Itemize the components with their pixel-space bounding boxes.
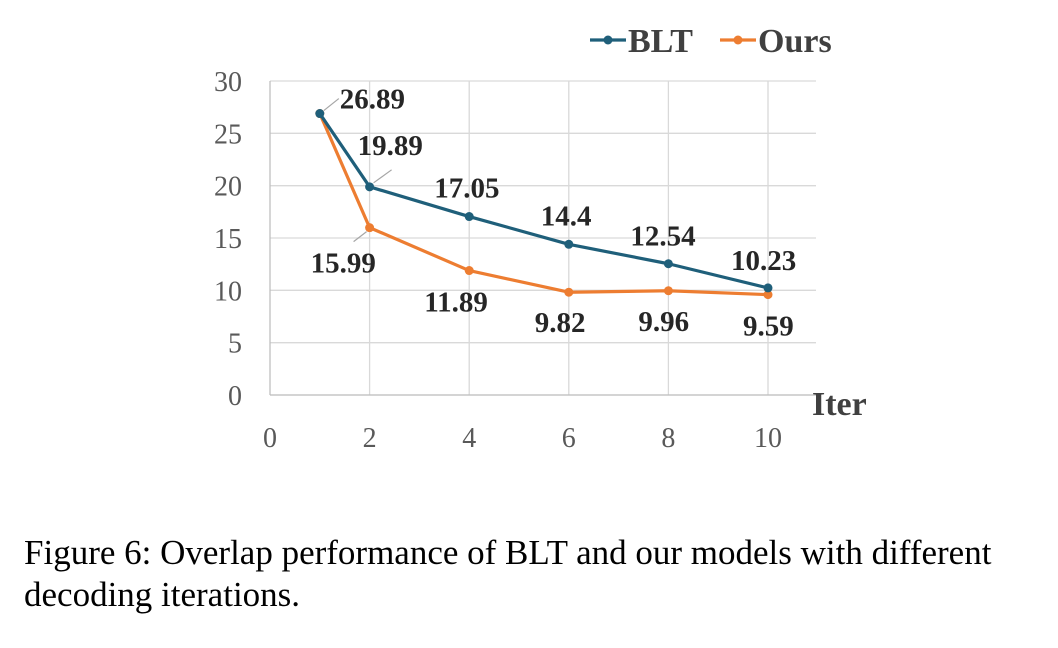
data-point-blt: [564, 239, 574, 249]
data-point-ours: [464, 266, 474, 276]
series-line-blt: [318, 112, 769, 290]
data-point-blt: [663, 259, 673, 269]
series-layer: [315, 109, 773, 300]
data-label-ours: 11.89: [424, 287, 488, 319]
line-chart: 0 5 10 15 20 25 30 0 2 4 6 8 10 26.89 19.89 17.05 14.4 1…: [214, 23, 867, 454]
data-point-blt: [763, 283, 773, 293]
data-point-blt: [464, 212, 474, 222]
data-label-ours: 9.96: [638, 306, 689, 338]
y-tick-label: 20: [214, 172, 242, 203]
data-point-blt: [315, 109, 325, 119]
legend-label-blt: BLT: [628, 23, 693, 60]
x-tick-label: 4: [462, 423, 476, 454]
grid-lines: [270, 80, 816, 396]
legend-marker-ours: [733, 35, 743, 45]
y-tick-label: 30: [214, 67, 242, 98]
axes: 0 5 10 15 20 25 30 0 2 4 6 8 10: [214, 67, 816, 454]
data-label-blt: 26.89: [340, 84, 405, 116]
data-label-ours: 9.59: [743, 311, 794, 343]
series-line-ours: [318, 112, 769, 297]
data-label-ours: 15.99: [311, 248, 376, 280]
x-tick-label: 6: [562, 423, 576, 454]
data-label-ours: 9.82: [535, 307, 586, 339]
data-label-blt: 14.4: [541, 200, 592, 232]
data-labels: 26.89 19.89 17.05 14.4 12.54 10.23 15.99 11.89 9…: [311, 84, 797, 343]
x-tick-label: 2: [363, 423, 377, 454]
legend-marker-blt: [603, 35, 613, 45]
data-label-blt: 19.89: [358, 130, 423, 162]
leader-line: [373, 169, 392, 184]
data-point-ours: [365, 223, 375, 233]
x-tick-label: 10: [754, 423, 782, 454]
data-label-blt: 10.23: [731, 245, 796, 277]
data-label-blt: 12.54: [630, 221, 695, 253]
data-point-ours: [763, 290, 773, 300]
y-tick-label: 15: [214, 224, 242, 255]
y-tick-label: 25: [214, 119, 242, 150]
legend: BLT Ours: [590, 23, 832, 60]
data-point-ours: [564, 287, 574, 297]
data-label-blt: 17.05: [434, 173, 499, 205]
y-tick-label: 5: [228, 329, 242, 360]
data-point-blt: [365, 182, 375, 192]
leader-line: [323, 98, 340, 112]
x-tick-label: 8: [661, 423, 675, 454]
x-tick-label: 0: [263, 423, 277, 454]
x-axis-label: Iter: [812, 386, 867, 423]
y-tick-label: 10: [214, 276, 242, 307]
leader-line: [353, 231, 367, 243]
figure-caption: Figure 6: Overlap performance of BLT and…: [24, 533, 992, 614]
y-tick-label: 0: [228, 381, 242, 412]
legend-label-ours: Ours: [758, 23, 832, 60]
data-point-ours: [663, 286, 673, 296]
